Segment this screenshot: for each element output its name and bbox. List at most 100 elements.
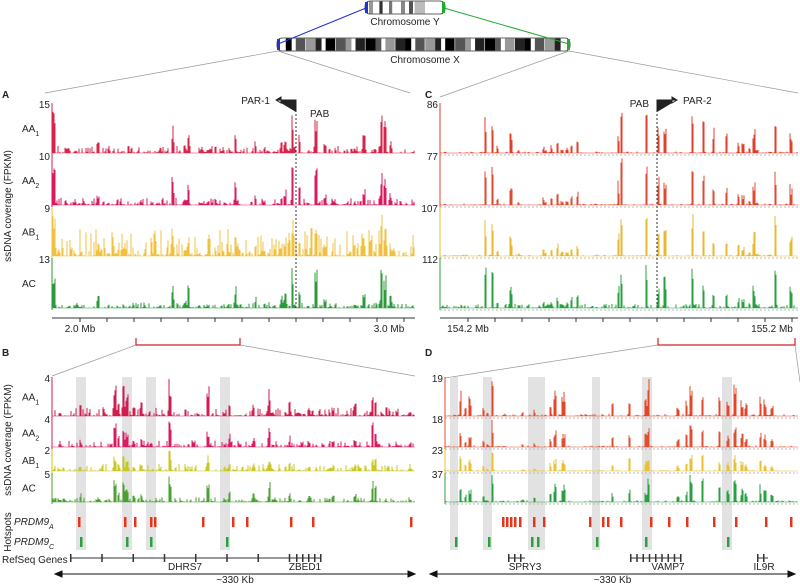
gene-name: IL9R xyxy=(753,562,774,573)
track-max: 5 xyxy=(44,470,50,481)
label: PRDM9C xyxy=(14,537,55,551)
highlight xyxy=(220,377,230,550)
exon xyxy=(132,554,134,562)
exon xyxy=(667,554,669,562)
hotspot xyxy=(713,517,716,527)
hotspot xyxy=(502,517,505,527)
hotspot xyxy=(686,517,689,527)
hotspot xyxy=(410,517,413,527)
ideogram-band xyxy=(345,38,352,51)
exon xyxy=(314,554,316,562)
exon xyxy=(520,554,522,562)
exon xyxy=(163,554,166,562)
y-axis-label: ssDNA coverage (FPKM) xyxy=(3,384,14,496)
highlight xyxy=(722,377,732,550)
hotspot xyxy=(735,517,738,527)
label-sub: 1 xyxy=(35,234,39,241)
hotspots-label: Hotspots xyxy=(3,512,14,551)
ideogram-band xyxy=(375,38,382,51)
hotspot xyxy=(650,517,653,527)
track-max: 13 xyxy=(39,255,51,266)
label: AA1 xyxy=(22,124,39,138)
coverage-signal xyxy=(445,452,786,471)
coverage-signal xyxy=(448,379,795,416)
connector xyxy=(51,344,137,377)
axis-label: 2.0 Mb xyxy=(65,324,96,335)
exon xyxy=(630,554,632,562)
ideogram-band xyxy=(405,38,412,51)
highlight xyxy=(146,377,156,550)
coverage-signal xyxy=(443,214,793,256)
connector xyxy=(444,344,659,379)
ideogram-band xyxy=(544,38,558,51)
label-base: AA xyxy=(22,429,36,440)
connector xyxy=(568,50,799,94)
axis-label: 155.2 Mb xyxy=(751,324,793,335)
ideogram-band xyxy=(389,1,393,14)
exon xyxy=(320,554,322,562)
label: PRDM9A xyxy=(14,517,54,531)
pab-arrow xyxy=(656,96,678,112)
label: AA2 xyxy=(22,176,39,190)
pab-arrow xyxy=(275,96,297,112)
par-label: PAR-1 xyxy=(241,96,270,107)
track-max: 4 xyxy=(44,415,50,426)
label-sub: 2 xyxy=(35,435,39,442)
scale-label: ~330 Kb xyxy=(216,575,254,585)
panel-letter: C xyxy=(425,90,432,101)
hotspot xyxy=(607,517,610,527)
track-max: 9 xyxy=(44,204,50,215)
track-max: 18 xyxy=(432,415,444,426)
scale-arrow xyxy=(428,570,797,578)
connector xyxy=(277,50,411,94)
hotspot xyxy=(78,517,81,527)
label: AA2 xyxy=(22,429,39,443)
pseudo-autosomal xyxy=(567,39,570,50)
coverage-signal xyxy=(52,167,415,205)
ideogram-band xyxy=(475,38,485,51)
coverage-signal xyxy=(445,475,797,502)
hotspot xyxy=(126,537,129,547)
label: AB1 xyxy=(22,456,39,470)
exon xyxy=(308,554,310,562)
ideogram-band xyxy=(485,38,498,51)
highlight xyxy=(76,377,86,550)
connector xyxy=(239,344,416,377)
hotspot xyxy=(602,517,605,527)
exon xyxy=(757,554,759,562)
hotspot xyxy=(80,537,83,547)
ideogram-band xyxy=(355,38,365,51)
exon xyxy=(636,554,638,562)
par-label: PAR-2 xyxy=(683,96,712,107)
hotspot xyxy=(668,517,671,527)
gene-name: SPRY3 xyxy=(509,562,542,573)
exon xyxy=(661,554,663,562)
hotspot xyxy=(620,517,623,527)
zoom-bracket xyxy=(135,338,241,346)
track-max: 23 xyxy=(432,446,444,457)
label-sub: 1 xyxy=(35,131,39,138)
hotspot xyxy=(150,517,153,527)
pab-label: PAB xyxy=(630,99,650,110)
coverage-signal xyxy=(52,451,414,471)
hotspot xyxy=(134,517,137,527)
label-base: AB xyxy=(22,456,36,467)
chr-x-label: Chromosome X xyxy=(390,55,460,66)
label-base: AC xyxy=(22,484,36,495)
gene-name: VAMP7 xyxy=(651,562,685,573)
connector xyxy=(443,7,570,45)
gene-name: ZBED1 xyxy=(289,562,322,573)
label-base: AB xyxy=(22,228,36,239)
hotspot xyxy=(488,537,491,547)
hotspot xyxy=(154,517,157,527)
coverage-signal xyxy=(52,268,414,308)
ideogram-band xyxy=(494,38,501,51)
highlight xyxy=(592,377,600,550)
track-max: 2 xyxy=(44,446,50,457)
pab-label: PAB xyxy=(310,109,330,120)
exon xyxy=(288,554,291,562)
ideogram-band xyxy=(414,1,425,14)
exon xyxy=(226,554,228,562)
hotspot xyxy=(537,537,540,547)
hotspot xyxy=(150,537,153,547)
